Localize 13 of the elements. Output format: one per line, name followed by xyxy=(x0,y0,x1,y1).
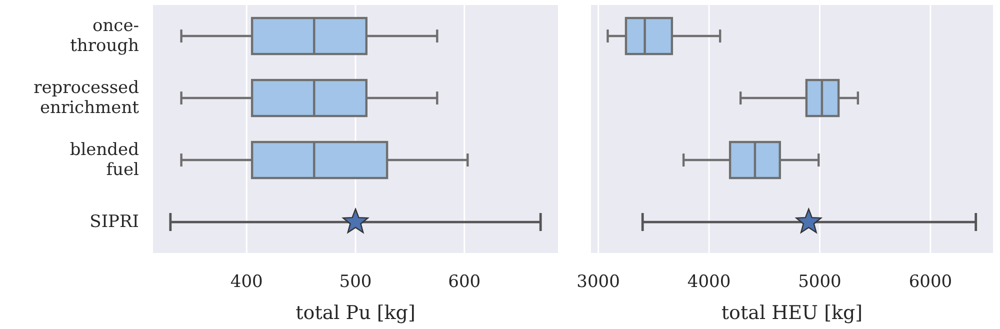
x-tick-label: 5000 xyxy=(798,272,842,292)
y-tick-label: reprocessed enrichment xyxy=(34,78,140,118)
x-axis-title: total HEU [kg] xyxy=(721,302,863,324)
x-tick-label: 400 xyxy=(230,272,263,292)
x-axis-title: total Pu [kg] xyxy=(296,302,416,324)
x-tick-label: 6000 xyxy=(908,272,952,292)
x-tick-label: 4000 xyxy=(687,272,731,292)
x-tick-label: 3000 xyxy=(576,272,620,292)
y-tick-label: once- through xyxy=(70,16,140,56)
y-tick-label: blended fuel xyxy=(70,140,140,180)
y-tick-label: SIPRI xyxy=(90,212,139,232)
x-tick-label: 600 xyxy=(448,272,481,292)
x-tick-label: 500 xyxy=(339,272,372,292)
